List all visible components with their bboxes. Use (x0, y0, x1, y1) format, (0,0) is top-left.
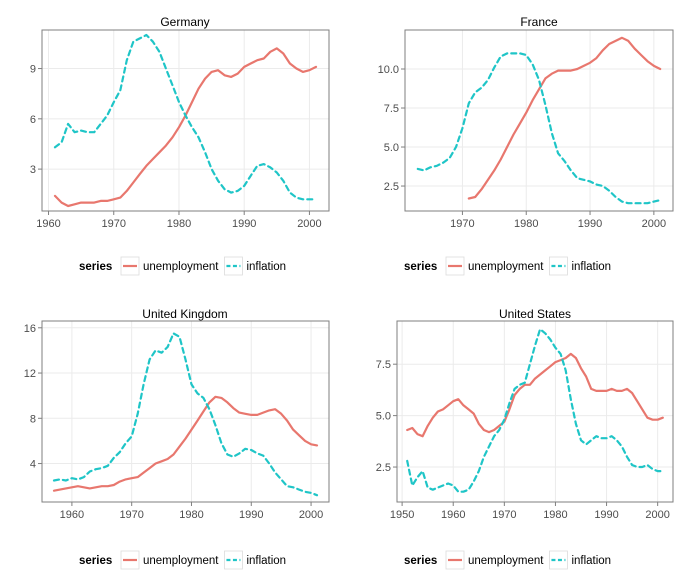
x-tick-label: 1980 (179, 509, 203, 521)
unemployment-legend-label: unemployment (143, 555, 219, 567)
y-tick-label: 4 (30, 459, 36, 471)
panel-united-kingdom: United Kingdom 1960 1970 1980 1990 2000 4 8 12 1… (24, 307, 330, 570)
inflation-series-line (52, 332, 319, 497)
x-tick-label: 1960 (60, 509, 84, 521)
chart-title: France (520, 15, 558, 29)
x-tick-label: 1990 (232, 218, 256, 230)
y-tick-label: 3 (30, 164, 36, 176)
y-tick-label: 7.5 (384, 103, 399, 115)
panel-germany: Germany 1960 1970 1980 1990 2000 3 6 9 series une… (30, 15, 330, 276)
chart-title: Germany (160, 15, 209, 29)
unemployment-series-line (52, 395, 319, 492)
y-tick-label: 8 (30, 413, 36, 425)
y-tick-label: 5.0 (376, 411, 391, 423)
y-tick-label: 12 (24, 368, 36, 380)
x-tick-label: 1960 (36, 218, 60, 230)
inflation-series-line (53, 33, 318, 201)
x-tick-label: 1980 (543, 509, 567, 521)
x-tick-label: 1970 (492, 509, 516, 521)
x-tick-label: 2000 (297, 218, 321, 230)
legend-title: series (79, 261, 112, 273)
y-tick-label: 16 (24, 323, 36, 335)
x-tick-label: 1990 (578, 218, 602, 230)
x-tick-label: 1970 (119, 509, 143, 521)
inflation-legend-label: inflation (571, 261, 611, 273)
x-tick-label: 1990 (239, 509, 263, 521)
x-tick-label: 2000 (299, 509, 323, 521)
panel-border (41, 320, 330, 503)
inflation-legend-label: inflation (571, 555, 611, 567)
y-tick-label: 7.5 (376, 359, 391, 371)
y-tick-label: 10.0 (378, 64, 399, 76)
unemployment-legend-label: unemployment (468, 261, 544, 273)
x-tick-label: 1980 (514, 218, 538, 230)
x-tick-label: 2000 (642, 218, 666, 230)
x-tick-label: 1990 (594, 509, 618, 521)
x-tick-label: 1950 (390, 509, 414, 521)
unemployment-legend-label: unemployment (143, 261, 219, 273)
inflation-legend-label: inflation (246, 261, 286, 273)
y-tick-label: 2.5 (376, 462, 391, 474)
legend-title: series (404, 555, 437, 567)
unemployment-legend-label: unemployment (468, 555, 544, 567)
y-tick-label: 5.0 (384, 142, 399, 154)
chart-title: United States (499, 307, 571, 321)
panel-border (404, 29, 674, 212)
x-tick-label: 1960 (441, 509, 465, 521)
panel-united-states: United States 1950 1960 1970 1980 1990 2000 2.… (376, 307, 674, 570)
unemployment-series-line (467, 36, 662, 200)
panel-france: France 1970 1980 1990 2000 2.5 5.0 7.5 10.0 seri… (378, 15, 674, 276)
y-tick-label: 2.5 (384, 181, 399, 193)
legend-title: series (404, 261, 437, 273)
panel-border (396, 320, 674, 503)
chart-title: United Kingdom (142, 307, 227, 321)
panel-border (41, 29, 330, 212)
y-tick-label: 9 (30, 64, 36, 76)
inflation-series-line (406, 328, 664, 493)
x-tick-label: 2000 (645, 509, 669, 521)
x-tick-label: 1970 (102, 218, 126, 230)
inflation-series-line (416, 52, 662, 205)
unemployment-series-line (406, 352, 664, 438)
x-tick-label: 1970 (450, 218, 474, 230)
legend-title: series (79, 555, 112, 567)
y-tick-label: 6 (30, 114, 36, 126)
x-tick-label: 1980 (167, 218, 191, 230)
inflation-legend-label: inflation (246, 555, 286, 567)
